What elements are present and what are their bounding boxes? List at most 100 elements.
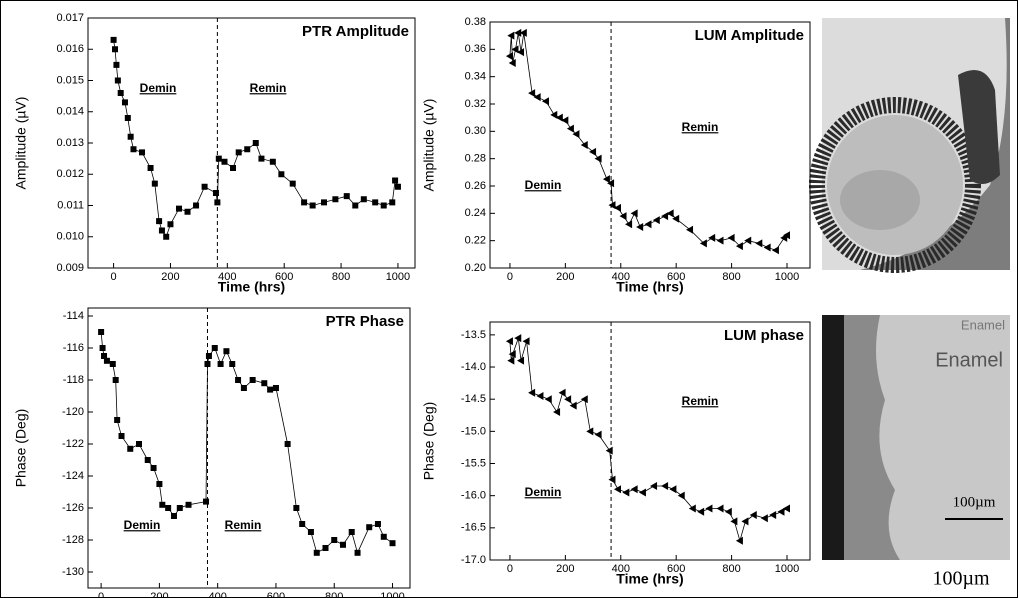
x-tick-label: 200	[161, 271, 179, 283]
y-tick-label: -128	[62, 534, 84, 546]
point	[366, 524, 373, 531]
x-tick-label: 400	[612, 563, 630, 575]
x-tick-label: 600	[667, 271, 685, 283]
point	[602, 175, 610, 184]
point	[244, 146, 251, 153]
annotation: Remin	[250, 81, 287, 95]
point	[211, 345, 218, 351]
point	[566, 124, 574, 133]
point	[176, 505, 183, 511]
point	[522, 337, 530, 346]
point	[508, 59, 516, 67]
point	[514, 28, 522, 37]
y-tick-label: 0.014	[56, 106, 84, 118]
micrograph-label: Enamel	[935, 349, 1003, 371]
point	[533, 93, 541, 102]
point	[705, 504, 713, 513]
point	[127, 445, 134, 452]
point	[343, 193, 350, 200]
x-tick-label: 0	[507, 563, 513, 575]
point	[638, 488, 646, 497]
x-tick-label: 1000	[775, 271, 799, 283]
point	[544, 395, 552, 404]
y-tick-label: 0.26	[465, 180, 486, 192]
x-tick-label: 600	[267, 591, 285, 598]
point	[392, 177, 399, 184]
point	[741, 517, 749, 526]
point	[332, 196, 339, 203]
point	[666, 209, 674, 218]
y-tick-label: -122	[62, 438, 84, 450]
x-axis-label: Time (hrs)	[616, 279, 683, 295]
point	[321, 199, 328, 206]
point	[749, 510, 757, 519]
x-tick-label: 600	[667, 563, 685, 575]
x-tick-label: 400	[208, 591, 226, 598]
point	[636, 223, 644, 231]
point	[124, 115, 131, 121]
point	[144, 457, 151, 463]
point	[580, 141, 588, 149]
point	[252, 140, 259, 146]
annotation: Demin	[525, 178, 562, 192]
point	[309, 202, 316, 209]
point	[127, 133, 134, 140]
point	[109, 361, 116, 367]
y-tick-label: 0.32	[465, 98, 486, 110]
point	[558, 388, 566, 397]
point	[223, 348, 230, 355]
point	[205, 353, 212, 359]
x-tick-label: 200	[556, 271, 574, 283]
x-tick-label: 1000	[380, 591, 404, 598]
point	[170, 513, 177, 519]
point	[258, 155, 265, 162]
point	[661, 482, 669, 491]
point	[269, 158, 276, 165]
point	[229, 361, 236, 367]
point	[158, 227, 165, 234]
point	[307, 529, 314, 535]
point	[517, 48, 525, 57]
point	[235, 377, 242, 383]
point	[594, 430, 602, 439]
plot-frame	[489, 321, 811, 561]
chart-title: PTR Phase	[326, 313, 404, 330]
point	[204, 361, 211, 367]
point	[167, 221, 174, 228]
point	[608, 201, 616, 210]
point	[389, 199, 396, 206]
point	[511, 45, 519, 54]
y-tick-label: 0.012	[56, 168, 84, 180]
point	[121, 99, 128, 106]
annotation: Remin	[682, 120, 719, 134]
point	[175, 205, 182, 212]
point	[589, 147, 597, 156]
y-tick-label: 0.36	[465, 43, 486, 55]
y-tick-label: -16.5	[461, 522, 486, 534]
point	[625, 220, 633, 229]
y-tick-label: 0.28	[465, 153, 486, 165]
point	[580, 395, 588, 404]
chart-title: LUM phase	[724, 327, 804, 344]
point	[112, 46, 119, 53]
point	[686, 225, 694, 234]
point	[508, 350, 516, 359]
scale-label: 100µm	[953, 494, 996, 510]
point	[261, 380, 268, 387]
point	[735, 242, 743, 251]
point	[699, 239, 707, 248]
point	[113, 61, 120, 68]
point	[289, 180, 296, 187]
point	[614, 203, 621, 212]
point	[630, 209, 638, 218]
point	[735, 536, 743, 545]
point	[507, 31, 515, 40]
y-tick-label: 0.24	[465, 207, 486, 219]
point	[716, 236, 724, 245]
point	[716, 504, 724, 513]
point	[677, 491, 685, 500]
point	[760, 514, 768, 523]
point	[272, 385, 279, 391]
point	[724, 507, 732, 516]
point	[771, 246, 779, 255]
